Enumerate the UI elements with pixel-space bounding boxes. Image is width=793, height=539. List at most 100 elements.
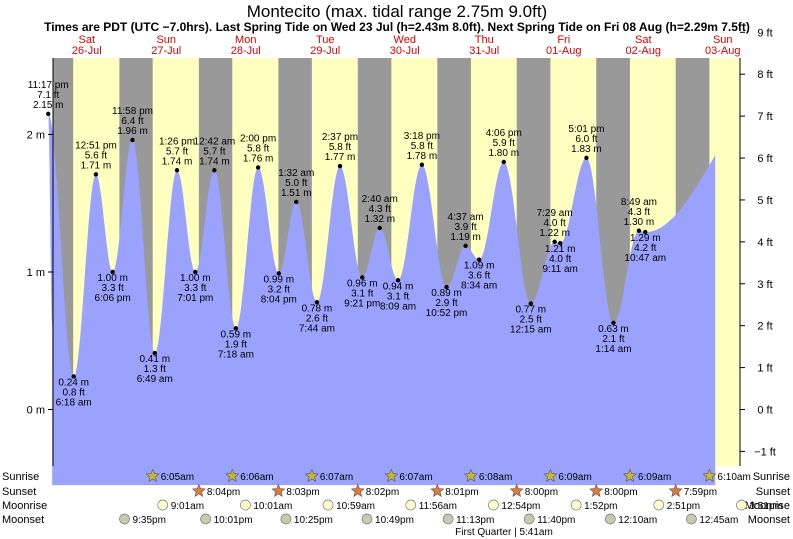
tide-high-label: 5.8 ft <box>247 144 269 155</box>
tide-low-label: 9:21 pm <box>344 299 380 310</box>
tide-high-dot <box>463 243 468 249</box>
moonrise-row-label-right: Moonrise <box>745 500 790 512</box>
tide-low-label: 1.3 ft <box>144 364 166 375</box>
tide-low-dot <box>110 269 115 275</box>
tide-high-label: 1.74 m <box>199 156 230 167</box>
tide-low-label: 4.0 ft <box>549 254 571 265</box>
sunset-icon <box>271 483 286 497</box>
tide-low-label: 0.89 m <box>431 288 462 299</box>
tide-high-label: 4:06 pm <box>486 128 522 139</box>
sunset-time: 8:02pm <box>366 487 399 498</box>
day-date-label: 03-Aug <box>705 45 740 57</box>
moonset-icon <box>686 513 697 525</box>
right-axis-tick-label: 8 ft <box>757 69 772 81</box>
left-axis-tick-label: 1 m <box>27 267 45 279</box>
tide-high-dot <box>552 239 557 244</box>
tide-high-label: 1.30 m <box>624 217 655 228</box>
tide-high-dot <box>636 228 642 233</box>
tide-high-label: 4.3 ft <box>369 204 391 215</box>
tide-high-label: 12:42 am <box>194 136 236 147</box>
tide-low-label: 3.3 ft <box>184 283 206 294</box>
tide-low-label: 1.21 m <box>545 244 576 255</box>
moonrise-icon <box>240 499 251 511</box>
moonset-time: 10:01pm <box>214 515 253 526</box>
tide-low-label: 0.94 m <box>383 281 414 292</box>
moonrise-icon <box>322 499 334 511</box>
sun-moon-rows: Sunrise Sunset Moonrise Moonset Sunrise … <box>2 468 790 538</box>
tide-low-label: 0.99 m <box>263 274 294 285</box>
day-weekday-label: Sat <box>635 34 652 46</box>
tide-high-label: 1.80 m <box>488 148 519 159</box>
moon-phase: First Quarter | 5:41am <box>455 527 553 538</box>
sunrise-icon <box>543 468 558 482</box>
tide-low-label: 0.41 m <box>139 354 170 365</box>
tide-high-label: 11:17 pm <box>28 80 69 91</box>
tide-low-label: 7:01 pm <box>177 293 213 304</box>
moonrise-icon <box>736 499 747 511</box>
tide-low-dot <box>233 326 239 331</box>
right-axis-tick-label: 1 ft <box>757 363 772 375</box>
tide-low-label: 0.59 m <box>221 329 252 340</box>
sunrise-time: 6:07am <box>320 472 353 483</box>
sunrise-icon <box>622 468 637 482</box>
tide-low-dot <box>152 350 157 356</box>
tide-low-label: 0.78 m <box>302 303 333 314</box>
tide-high-dot <box>337 163 343 169</box>
sunrise-time: 6:08am <box>479 472 512 483</box>
tide-high-label: 5.0 ft <box>285 178 307 189</box>
day-date-label: 02-Aug <box>626 45 661 57</box>
left-axis-tick-label: 2 m <box>27 130 45 142</box>
tide-low-label: 6:49 am <box>137 374 173 385</box>
moonrise-time: 12:54pm <box>501 501 540 512</box>
moonset-icon <box>280 513 292 525</box>
tide-low-label: 7:18 am <box>218 349 254 360</box>
moonset-time: 10:49pm <box>375 515 414 526</box>
tide-area <box>48 113 716 486</box>
day-weekday-label: Thu <box>475 34 494 46</box>
tide-low-label: 1.00 m <box>180 273 211 284</box>
tide-low-label: 12:15 am <box>510 325 552 336</box>
tide-low-label: 3.1 ft <box>387 291 409 302</box>
tide-extremes: 11:17 pm7.1 ft2.15 m 0.24 m0.8 ft6:18 am 1… <box>28 80 666 409</box>
tide-low-label: 8:34 am <box>461 281 497 292</box>
tide-high-label: 1.51 m <box>281 188 312 199</box>
moonrise-time: 9:01am <box>171 501 204 512</box>
tide-low-label: 10:47 am <box>624 253 666 264</box>
tide-low-label: 3.2 ft <box>268 284 290 295</box>
tide-high-label: 5.8 ft <box>329 142 351 153</box>
sunset-time: 8:00pm <box>525 487 558 498</box>
moonset-icon <box>200 513 211 525</box>
tide-low-dot <box>71 374 76 379</box>
tide-low-label: 7:44 am <box>299 323 335 334</box>
moonset-icon <box>523 513 535 525</box>
moonset-icon <box>119 513 130 525</box>
tide-high-dot <box>93 172 99 177</box>
moonrise-time: 2:51pm <box>667 501 700 512</box>
tide-low-dot <box>476 257 482 262</box>
tide-high-label: 5.8 ft <box>411 141 433 152</box>
right-axis-tick-label: −1 ft <box>754 446 776 458</box>
tide-low-label: 3.1 ft <box>351 289 373 300</box>
tide-high-label: 11:58 pm <box>112 106 153 117</box>
tide-high-label: 2:00 pm <box>240 134 276 145</box>
tide-high-label: 1.74 m <box>162 156 193 167</box>
tide-low-dot <box>643 229 648 235</box>
sunrise-time: 6:05am <box>161 472 194 483</box>
day-date-label: 28-Jul <box>231 45 261 57</box>
moonset-icon <box>442 513 454 525</box>
tide-high-label: 5:01 pm <box>568 124 604 135</box>
tide-high-label: 1.77 m <box>325 152 356 163</box>
moonset-icon <box>604 513 616 525</box>
sunset-icon <box>430 483 445 497</box>
moonrise-time: 3:51pm <box>749 501 782 512</box>
tide-high-label: 1:32 am <box>278 168 314 179</box>
tide-low-label: 2.9 ft <box>435 298 457 309</box>
tide-high-label: 1.71 m <box>81 160 112 171</box>
tide-low-dot <box>528 301 533 306</box>
tide-low-label: 0.63 m <box>598 324 629 335</box>
right-axis-tick-label: 2 ft <box>757 321 772 333</box>
day-weekday-label: Mon <box>235 34 256 46</box>
tide-low-label: 6:18 am <box>56 398 92 409</box>
tide-high-label: 5.7 ft <box>166 146 188 157</box>
tide-low-label: 0.8 ft <box>63 388 85 399</box>
